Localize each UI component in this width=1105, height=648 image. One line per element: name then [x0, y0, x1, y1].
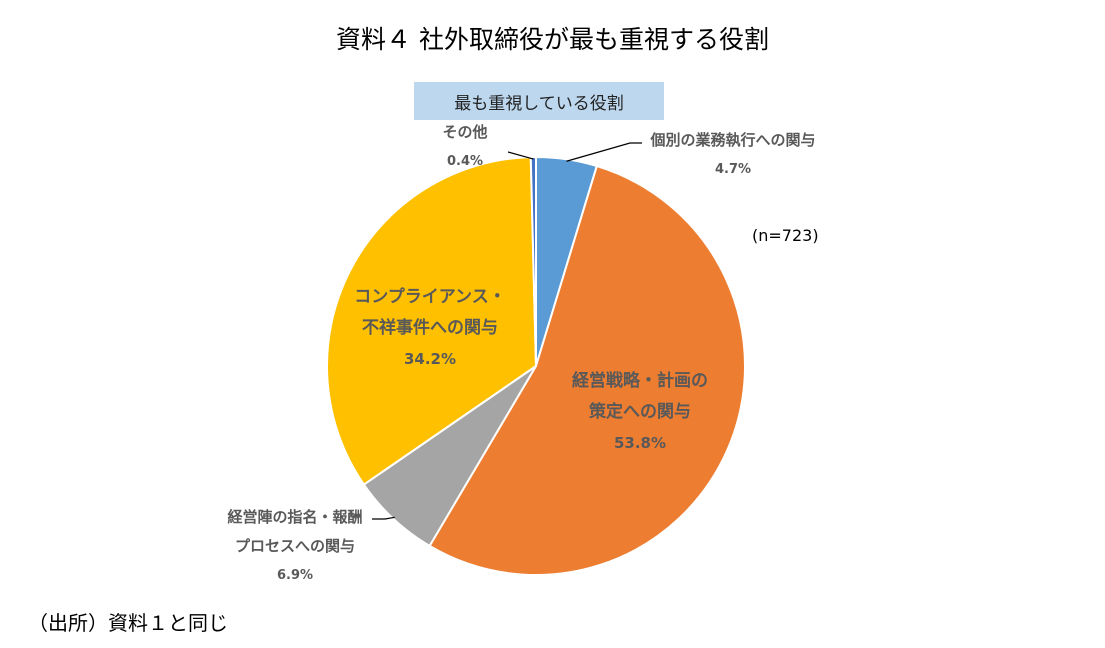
slice-value-label: 53.8%: [613, 434, 667, 452]
legend-title: 最も重視している役割: [414, 82, 664, 120]
slice-label-text: 策定への関与: [589, 402, 691, 422]
pie-slice-other: [529, 155, 537, 367]
slice-label-text: 不祥事件への関与: [362, 318, 498, 338]
source-note: （出所）資料１と同じ: [28, 611, 228, 635]
slice-label-strategy: 経営戦略・計画の 策定への関与 53.8%: [540, 366, 740, 459]
slice-value-label: 6.9%: [276, 568, 314, 583]
pie-slice-compliance: [326, 156, 538, 486]
slice-label-compliance: コンプライアンス・ 不祥事件への関与 34.2%: [330, 282, 530, 375]
slice-label-other: その他 0.4%: [420, 118, 510, 176]
slice-label-text: プロセスへの関与: [234, 537, 355, 555]
slice-value-label: 0.4%: [446, 154, 484, 169]
slice-label-individual-execution: 個別の業務執行への関与 4.7%: [608, 126, 858, 184]
slice-label-text: コンプライアンス・: [354, 287, 506, 307]
slice-label-text: 経営陣の指名・報酬: [227, 508, 363, 526]
slice-label-nomination: 経営陣の指名・報酬 プロセスへの関与 6.9%: [180, 503, 410, 590]
leader-line-other: [507, 151, 534, 160]
leader-line-nomination: [372, 516, 395, 520]
slice-value-label: 34.2%: [403, 350, 457, 368]
leader-line-individual-execution: [566, 142, 642, 162]
pie-slice-strategy: [428, 164, 746, 576]
sample-size-note: (n=723): [752, 226, 819, 245]
slice-label-text: その他: [442, 123, 488, 141]
slice-label-text: 個別の業務執行への関与: [650, 131, 816, 149]
slice-label-text: 経営戦略・計画の: [572, 371, 708, 391]
slice-value-label: 4.7%: [714, 162, 752, 177]
chart-title: 資料４ 社外取締役が最も重視する役割: [336, 25, 769, 54]
